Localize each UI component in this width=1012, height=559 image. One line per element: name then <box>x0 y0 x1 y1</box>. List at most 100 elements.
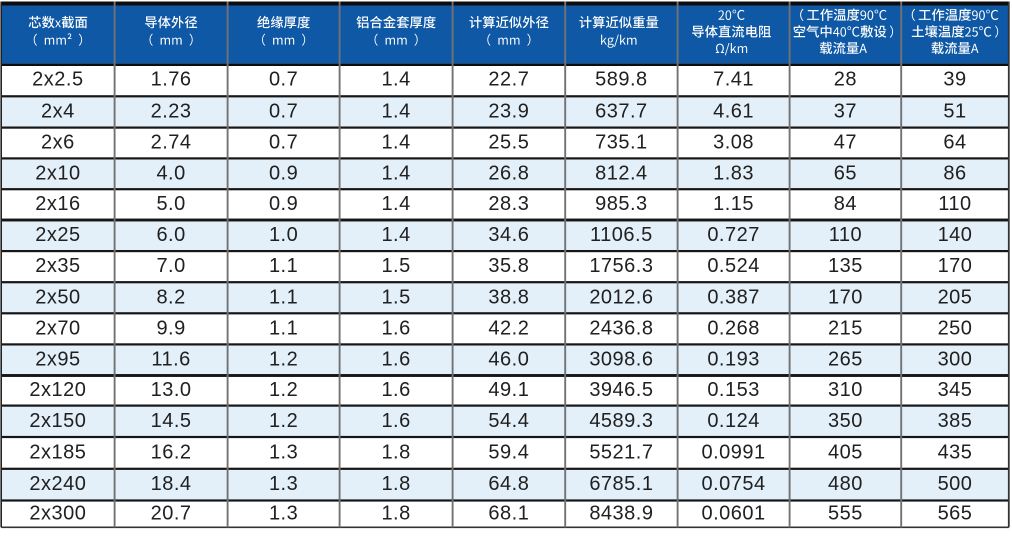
svg-text:250: 250 <box>938 318 973 340</box>
svg-text:2x120: 2x120 <box>29 379 86 401</box>
svg-text:110: 110 <box>938 193 971 215</box>
svg-text:2x150: 2x150 <box>29 410 86 432</box>
svg-text:170: 170 <box>828 286 863 308</box>
svg-text:2x185: 2x185 <box>29 442 86 464</box>
svg-text:140: 140 <box>938 224 973 246</box>
svg-text:1.6: 1.6 <box>381 410 410 432</box>
svg-text:985.3: 985.3 <box>595 193 648 215</box>
svg-text:1.4: 1.4 <box>381 69 410 91</box>
svg-text:1.1: 1.1 <box>269 286 298 308</box>
svg-text:0.7: 0.7 <box>269 132 298 154</box>
svg-text:735.1: 735.1 <box>595 132 648 154</box>
svg-text:1.4: 1.4 <box>381 224 410 246</box>
svg-text:49.1: 49.1 <box>488 379 529 401</box>
svg-text:37: 37 <box>834 101 857 123</box>
svg-text:0.727: 0.727 <box>707 224 760 246</box>
svg-text:637.7: 637.7 <box>595 101 648 123</box>
svg-text:2x16: 2x16 <box>35 193 80 215</box>
svg-text:1.5: 1.5 <box>381 286 410 308</box>
svg-text:64: 64 <box>943 132 966 154</box>
svg-text:0.153: 0.153 <box>707 379 760 401</box>
svg-text:589.8: 589.8 <box>595 69 648 91</box>
svg-text:18.4: 18.4 <box>151 473 192 495</box>
svg-text:2x2.5: 2x2.5 <box>32 69 83 91</box>
svg-text:0.268: 0.268 <box>707 318 760 340</box>
svg-text:2x35: 2x35 <box>35 255 80 277</box>
svg-text:2x10: 2x10 <box>35 162 80 184</box>
svg-text:1.3: 1.3 <box>269 473 298 495</box>
svg-text:1.83: 1.83 <box>713 162 754 184</box>
svg-text:1.2: 1.2 <box>269 379 298 401</box>
svg-text:28.3: 28.3 <box>488 193 529 215</box>
svg-text:7.0: 7.0 <box>156 255 185 277</box>
svg-text:2x70: 2x70 <box>35 318 80 340</box>
svg-text:385: 385 <box>938 410 973 432</box>
svg-text:1.4: 1.4 <box>381 101 410 123</box>
svg-text:65: 65 <box>834 162 857 184</box>
svg-text:1.0: 1.0 <box>269 224 298 246</box>
svg-text:1.15: 1.15 <box>713 193 754 215</box>
svg-text:350: 350 <box>828 410 863 432</box>
svg-text:28: 28 <box>834 69 857 91</box>
svg-text:110: 110 <box>829 224 862 246</box>
svg-text:0.9: 0.9 <box>269 162 298 184</box>
svg-text:2012.6: 2012.6 <box>589 286 653 308</box>
svg-text:2.74: 2.74 <box>151 132 192 154</box>
svg-text:1106.5: 1106.5 <box>590 224 653 246</box>
svg-text:86: 86 <box>943 162 966 184</box>
svg-text:480: 480 <box>828 473 863 495</box>
svg-text:1.1: 1.1 <box>269 255 298 277</box>
svg-text:300: 300 <box>938 349 973 371</box>
svg-text:25.5: 25.5 <box>488 132 529 154</box>
svg-text:0.0601: 0.0601 <box>702 503 766 525</box>
svg-text:5521.7: 5521.7 <box>589 442 653 464</box>
svg-text:0.0754: 0.0754 <box>702 473 766 495</box>
svg-text:0.7: 0.7 <box>269 101 298 123</box>
svg-text:2x300: 2x300 <box>29 503 86 525</box>
svg-text:42.2: 42.2 <box>488 318 529 340</box>
svg-text:23.9: 23.9 <box>488 101 529 123</box>
svg-text:38.8: 38.8 <box>488 286 529 308</box>
svg-text:4.0: 4.0 <box>156 162 185 184</box>
svg-text:0.524: 0.524 <box>707 255 760 277</box>
svg-text:6785.1: 6785.1 <box>589 473 653 495</box>
svg-text:16.2: 16.2 <box>151 442 192 464</box>
svg-text:1.1: 1.1 <box>269 318 298 340</box>
svg-text:405: 405 <box>828 442 863 464</box>
svg-text:0.0991: 0.0991 <box>702 442 766 464</box>
svg-text:34.6: 34.6 <box>488 224 529 246</box>
svg-text:3098.6: 3098.6 <box>589 349 653 371</box>
svg-text:435: 435 <box>938 442 973 464</box>
svg-text:7.41: 7.41 <box>713 69 754 91</box>
svg-text:345: 345 <box>938 379 973 401</box>
svg-text:1.8: 1.8 <box>381 473 410 495</box>
svg-text:26.8: 26.8 <box>488 162 529 184</box>
svg-text:1.6: 1.6 <box>381 318 410 340</box>
svg-text:1.76: 1.76 <box>151 69 192 91</box>
svg-text:64.8: 64.8 <box>488 473 529 495</box>
svg-text:39: 39 <box>943 69 966 91</box>
svg-text:59.4: 59.4 <box>488 442 529 464</box>
svg-text:35.8: 35.8 <box>488 255 529 277</box>
svg-text:1.8: 1.8 <box>381 503 410 525</box>
svg-text:68.1: 68.1 <box>488 503 529 525</box>
svg-text:1.3: 1.3 <box>269 442 298 464</box>
svg-text:1.4: 1.4 <box>381 193 410 215</box>
svg-text:215: 215 <box>828 318 863 340</box>
svg-text:1.4: 1.4 <box>381 162 410 184</box>
svg-text:1.2: 1.2 <box>269 349 298 371</box>
svg-text:2x25: 2x25 <box>35 224 80 246</box>
svg-text:0.387: 0.387 <box>707 286 760 308</box>
svg-text:0.124: 0.124 <box>707 410 760 432</box>
svg-text:47: 47 <box>834 132 857 154</box>
svg-text:11.6: 11.6 <box>151 349 190 371</box>
svg-text:22.7: 22.7 <box>488 69 529 91</box>
svg-text:14.5: 14.5 <box>151 410 192 432</box>
svg-text:135: 135 <box>828 255 863 277</box>
svg-text:0.7: 0.7 <box>269 69 298 91</box>
svg-text:2x50: 2x50 <box>35 286 80 308</box>
svg-text:265: 265 <box>828 349 863 371</box>
svg-text:1756.3: 1756.3 <box>589 255 653 277</box>
svg-text:2x95: 2x95 <box>35 349 80 371</box>
svg-text:3946.5: 3946.5 <box>589 379 653 401</box>
